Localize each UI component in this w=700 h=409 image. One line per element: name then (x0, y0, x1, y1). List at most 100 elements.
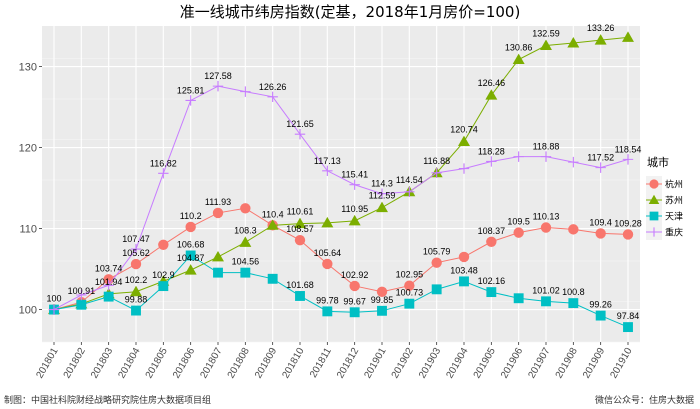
data-label: 102.92 (341, 270, 369, 280)
data-point-circle (212, 207, 224, 219)
data-point-circle (568, 224, 579, 235)
y-tick-label: 130 (19, 62, 37, 74)
data-point-triangle (294, 217, 306, 229)
data-point-plus (458, 163, 470, 174)
data-label: 103.48 (450, 265, 478, 275)
data-point-circle (622, 229, 634, 240)
data-label: 118.88 (533, 142, 560, 152)
data-point-square (404, 298, 415, 309)
series-layer (48, 31, 634, 333)
data-point-plus (322, 165, 333, 176)
data-point-square (513, 293, 524, 304)
data-label: 110.95 (341, 204, 368, 214)
legend-label: 苏州 (665, 195, 683, 207)
data-point-plus (568, 156, 579, 168)
x-tick-label: 201809 (253, 346, 279, 381)
data-label: 99.78 (316, 295, 339, 305)
data-label: 116.88 (423, 156, 450, 166)
series-line-0 (53, 207, 629, 311)
data-label: 104.56 (232, 257, 260, 267)
data-label: 108.3 (234, 225, 257, 235)
footer-wechat: 微信公众号：住房大数据 (595, 394, 694, 406)
data-point-square (240, 267, 251, 278)
data-label: 99.26 (589, 300, 612, 310)
data-label: 110.2 (180, 211, 202, 221)
data-label: 101.94 (95, 277, 123, 287)
data-label: 110.4 (262, 209, 284, 219)
data-label: 102.2 (125, 275, 148, 285)
data-point-square (213, 267, 223, 278)
data-point-square (431, 284, 442, 295)
data-point-circle (486, 236, 497, 247)
data-point-triangle (567, 37, 580, 48)
x-tick-label: 201908 (554, 346, 580, 381)
data-point-triangle (348, 214, 361, 226)
x-tick-label: 201803 (89, 346, 115, 381)
data-point-circle (240, 203, 251, 214)
data-point-circle (595, 228, 606, 239)
data-point-plus (48, 304, 60, 315)
data-label: 112.59 (369, 191, 396, 201)
data-point-square (377, 305, 387, 316)
legend-marker-circle (649, 179, 659, 189)
x-tick-label: 201808 (226, 346, 252, 381)
x-tick-label: 201812 (335, 346, 361, 381)
data-label: 116.82 (150, 158, 177, 168)
data-point-square (185, 250, 196, 261)
data-point-circle (130, 258, 142, 270)
data-point-triangle (212, 250, 224, 262)
legend-label: 杭州 (665, 179, 683, 191)
series-line-3 (53, 85, 629, 311)
data-point-triangle (540, 39, 552, 51)
data-point-circle (158, 239, 169, 250)
data-point-triangle (512, 53, 525, 65)
data-point-plus (431, 167, 442, 179)
data-label: 102.9 (152, 270, 175, 280)
data-point-triangle (376, 201, 388, 213)
data-label: 118.54 (615, 144, 642, 154)
data-point-square (131, 305, 141, 316)
legend-label: 重庆 (665, 227, 683, 239)
legend-marker-plus (649, 227, 659, 237)
data-point-triangle (130, 285, 142, 297)
data-label: 109.28 (614, 218, 642, 228)
data-label-layer: 100100.91103.74105.62110.2111.93110.4108… (46, 23, 641, 321)
x-tick-label: 201901 (362, 346, 388, 381)
data-point-plus (294, 128, 306, 140)
data-point-plus (240, 86, 251, 97)
data-point-plus (185, 95, 196, 106)
data-point-square (295, 291, 305, 301)
data-point-plus (158, 168, 169, 179)
data-point-square (486, 287, 497, 298)
data-label: 125.81 (177, 85, 205, 95)
data-point-square (595, 310, 606, 321)
data-point-triangle (266, 219, 279, 230)
data-label: 118.28 (478, 146, 505, 156)
series-line-2 (53, 254, 629, 328)
data-label: 100.91 (68, 286, 96, 296)
data-label: 115.41 (341, 170, 368, 180)
data-label: 97.84 (617, 311, 640, 321)
data-label: 104.87 (177, 253, 205, 263)
data-point-triangle (239, 236, 252, 247)
data-point-plus (486, 156, 497, 167)
data-point-square (459, 276, 469, 287)
data-label: 120.74 (450, 125, 478, 135)
data-label: 110.61 (287, 207, 314, 217)
data-label: 100.73 (396, 288, 424, 298)
x-tick-label: 201904 (444, 346, 470, 381)
data-point-square (76, 299, 87, 310)
data-label: 108.57 (286, 224, 314, 234)
legend-title: 城市 (647, 155, 669, 169)
data-label: 121.65 (286, 119, 314, 129)
data-point-plus (540, 151, 552, 162)
data-label: 109.4 (589, 217, 612, 227)
data-point-plus (349, 179, 360, 190)
data-label: 105.79 (423, 247, 451, 257)
data-label: 102.16 (478, 276, 506, 286)
x-tick-label: 201811 (308, 346, 334, 380)
data-point-square (623, 322, 633, 333)
